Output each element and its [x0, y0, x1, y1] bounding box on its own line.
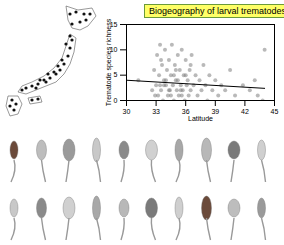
svg-text:15: 15	[109, 20, 118, 28]
svg-text:Latitude: Latitude	[188, 115, 213, 122]
svg-text:45: 45	[271, 108, 279, 115]
svg-text:42: 42	[241, 108, 249, 115]
svg-text:5: 5	[114, 71, 118, 78]
svg-text:33: 33	[152, 108, 160, 115]
svg-text:0: 0	[114, 97, 118, 104]
svg-text:36: 36	[181, 108, 190, 116]
svg-text:10: 10	[109, 46, 118, 54]
svg-text:39: 39	[211, 108, 220, 116]
svg-text:Trematode species richness: Trematode species richness	[105, 18, 113, 106]
svg-text:30: 30	[123, 108, 131, 115]
